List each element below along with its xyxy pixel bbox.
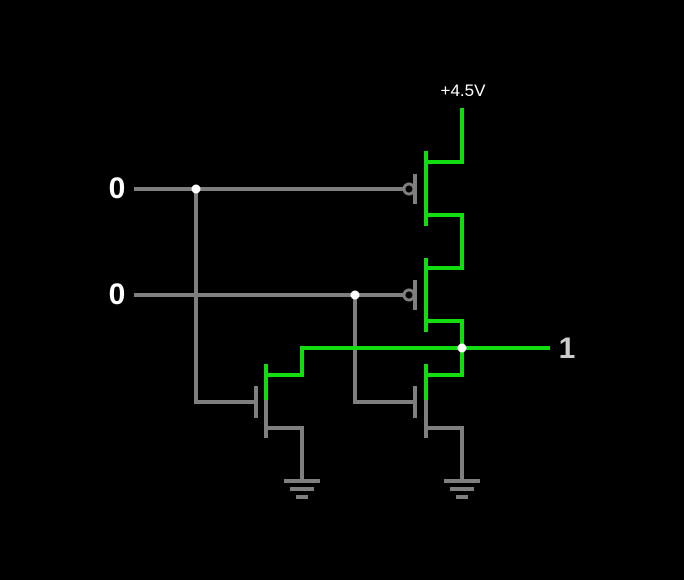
wires-high xyxy=(264,108,550,377)
input-b-label: 0 xyxy=(109,278,126,311)
nmos-left-drain-wire xyxy=(264,346,464,377)
pmos-drain-wire xyxy=(424,319,464,350)
supply-wire xyxy=(424,108,464,164)
pmos-b-bubble xyxy=(402,288,416,302)
pmos-a-transistor xyxy=(402,151,428,226)
input-a-branch xyxy=(194,187,258,404)
nmos-b-source-wire xyxy=(424,426,464,482)
supply-voltage-label: +4.5V xyxy=(441,81,487,100)
input-b-branch xyxy=(353,293,417,404)
nmos-right-drain-wire xyxy=(424,346,464,377)
input-a-label: 0 xyxy=(109,172,126,205)
nmos-b-transistor xyxy=(413,364,464,482)
nmos-a-source-wire xyxy=(264,426,304,482)
junction-input-a xyxy=(191,184,201,194)
ground-right-icon xyxy=(444,479,480,499)
junction-output xyxy=(457,343,467,353)
nmos-a-transistor xyxy=(254,364,304,482)
pmos-b-transistor xyxy=(402,258,428,332)
output-label: 1 xyxy=(559,332,576,365)
input-wires-low xyxy=(134,187,417,404)
ground-left-icon xyxy=(284,479,320,499)
junction-input-b xyxy=(350,290,360,300)
pmos-a-bubble xyxy=(402,182,416,196)
pmos-series-wire xyxy=(424,213,464,270)
